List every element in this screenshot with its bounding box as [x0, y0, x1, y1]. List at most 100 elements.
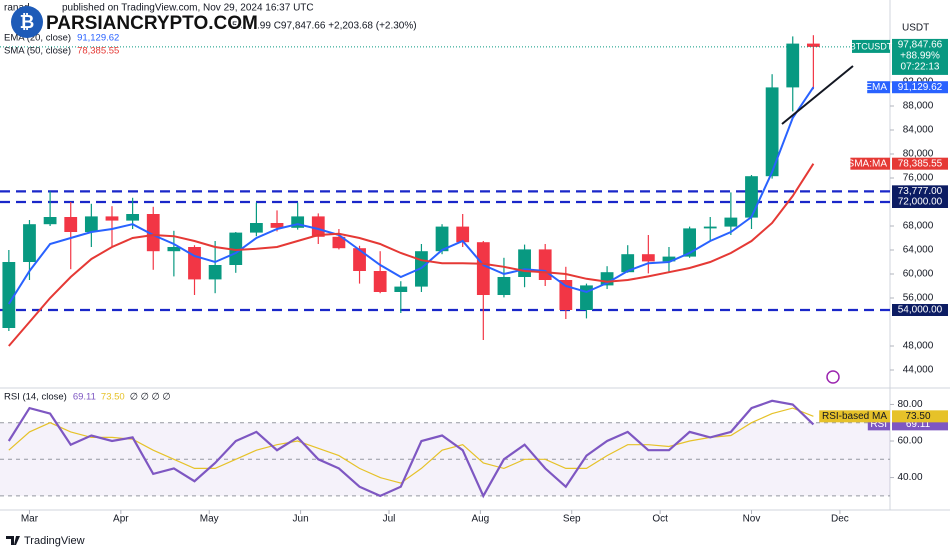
candle-body: [353, 248, 366, 271]
watermark-text: PARSIANCRYPTO.COM: [46, 13, 258, 34]
rsi-header-value: 73.50: [101, 392, 125, 403]
candle-body: [188, 247, 201, 280]
rsi-line: [8, 407, 814, 484]
y-tick-label: 48,000: [903, 341, 934, 352]
candle-body: [683, 228, 696, 257]
ma-line: [8, 163, 815, 347]
level-label-box: [892, 185, 948, 198]
x-tick-label: Jul: [383, 514, 396, 525]
footer-logo: [6, 536, 20, 545]
candle-body: [105, 216, 119, 221]
last-price-countdown: 07:22:13: [901, 62, 940, 73]
candle-body: [208, 265, 222, 280]
ma-value-label: 91,129.62: [898, 82, 943, 93]
candle-body: [229, 232, 243, 265]
y-tick-label: 80.00: [897, 399, 922, 410]
candle-body: [291, 216, 305, 228]
candle-body: [394, 286, 408, 292]
y-tick-label: 44,000: [903, 365, 934, 376]
level-label-box: [892, 304, 948, 316]
indicator-icon: [826, 370, 840, 384]
candle-body: [745, 176, 758, 218]
y-tick-label: 60.00: [897, 436, 922, 447]
legend-entry: EMA (20, close): [4, 33, 71, 44]
y-tick-label: 64,000: [903, 245, 934, 256]
y-tick-label: 56,000: [903, 293, 934, 304]
candle-body: [435, 226, 449, 252]
ma-value-box: [892, 81, 948, 94]
candle-body: [497, 277, 511, 295]
candle-body: [621, 254, 635, 273]
rsi-line: [7, 399, 815, 499]
candle-body: [249, 223, 263, 233]
candle-body: [476, 242, 490, 295]
rsi-title: RSI (14, close): [4, 392, 67, 403]
ma-name: SMA:MA: [848, 158, 888, 169]
ma-name-box: [850, 157, 890, 170]
x-tick-label: Aug: [471, 514, 489, 525]
trend-line: [781, 65, 854, 125]
x-tick-label: Sep: [563, 514, 581, 525]
ma-value-box: [892, 157, 948, 170]
rsi-name: RSI: [870, 419, 887, 430]
x-tick-label: Nov: [743, 514, 761, 525]
candle-body: [2, 262, 16, 328]
candle-body: [126, 214, 140, 221]
y-tick-label: 80,000: [903, 149, 934, 160]
candle-body: [806, 43, 820, 47]
level-label-box: [892, 196, 948, 208]
symbol-box: [852, 39, 890, 53]
level-label: 72,000.00: [898, 197, 943, 208]
last-price-box: [892, 38, 948, 75]
candle-body: [332, 236, 346, 249]
y-tick-label: 76,000: [903, 173, 934, 184]
y-tick-label: 84,000: [903, 125, 934, 136]
y-tick-label: 88,000: [903, 101, 934, 112]
rsi-na-marks: ∅ ∅ ∅ ∅: [130, 392, 171, 403]
candle-body: [765, 87, 779, 177]
rsi-value-label: 69.11: [906, 419, 931, 430]
candle-body: [167, 247, 181, 252]
watermark-logo: [11, 6, 43, 38]
last-price-label: 97,847.66: [898, 40, 943, 51]
x-tick-label: Jun: [293, 514, 309, 525]
symbol-label: BTCUSDT: [850, 41, 893, 51]
level-label: 73,777.00: [898, 186, 943, 197]
ma-name: EMA: [865, 82, 887, 93]
ma-name-box: [867, 81, 890, 94]
footer-text: TradingView: [24, 535, 85, 547]
x-tick-label: May: [200, 514, 219, 525]
candle-body: [703, 226, 717, 229]
y-tick-label: 40.00: [897, 472, 922, 483]
candle-body: [270, 223, 284, 228]
y-tick-label: 68,000: [903, 221, 934, 232]
quote: 5,364.99 C97,847.66 +2,203.68 (+2.30%): [232, 21, 417, 32]
ma-line: [7, 86, 815, 305]
currency: USDT: [902, 23, 929, 34]
x-tick-label: Apr: [113, 514, 129, 525]
legend-value: 78,385.55: [77, 46, 119, 57]
watermark-icon: ₿: [20, 12, 35, 32]
rsi-name: RSI-based MA: [822, 411, 887, 422]
legend-value: 91,129.62: [77, 33, 119, 44]
candle-body: [518, 249, 531, 277]
x-tick-label: Dec: [831, 514, 849, 525]
watermark: ₿ PARSIANCRYPTO.COM: [11, 6, 259, 38]
rsi-value-box: [892, 410, 948, 423]
candle-body: [146, 214, 160, 252]
candle-body: [311, 216, 325, 237]
legend-entry: SMA (50, close): [4, 46, 71, 57]
candle-body: [84, 216, 98, 232]
candle-body: [786, 43, 800, 88]
candle-body: [456, 226, 470, 243]
y-tick-label: 60,000: [903, 269, 934, 280]
rsi-name-box: [819, 410, 890, 423]
candle-body: [641, 254, 655, 262]
plot-area: [0, 35, 890, 499]
candle-body: [373, 271, 387, 292]
last-price-change: +88.99%: [900, 51, 940, 62]
level-label: 54,000.00: [898, 305, 943, 316]
x-tick-label: Oct: [652, 514, 668, 525]
x-tick-label: Mar: [21, 514, 39, 525]
